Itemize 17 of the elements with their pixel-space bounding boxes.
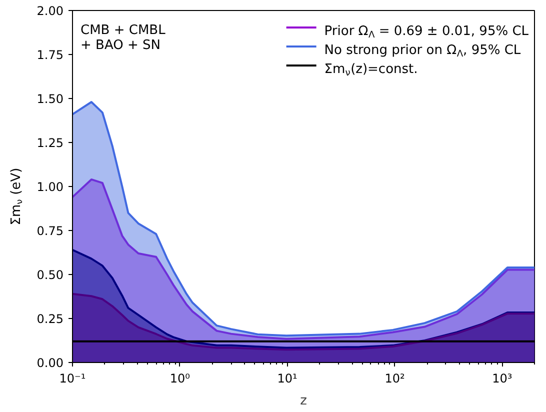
y-tick-label: 1.25 <box>36 136 64 150</box>
x-tick-label: 10⁻¹ <box>59 372 86 386</box>
x-axis-title: z <box>300 394 308 408</box>
y-tick-label: 1.50 <box>36 92 64 106</box>
y-tick-label: 0.50 <box>36 268 64 282</box>
y-tick-label: 0.75 <box>36 224 64 238</box>
x-tick-label: 10³ <box>492 372 512 386</box>
y-tick-label: 1.00 <box>36 180 64 194</box>
x-tick-label: 10² <box>384 372 405 386</box>
y-tick-label: 0.25 <box>36 312 64 326</box>
y-tick-label: 1.75 <box>36 48 64 62</box>
y-tick-label: 2.00 <box>36 4 64 18</box>
y-axis-title: Σmν (eV) <box>9 168 26 226</box>
y-tick-label: 0.00 <box>36 356 64 370</box>
annotation: CMB + CMBL + BAO + SN <box>80 23 166 53</box>
x-tick-label: 10¹ <box>277 372 298 386</box>
x-tick-label: 10⁰ <box>170 372 190 386</box>
